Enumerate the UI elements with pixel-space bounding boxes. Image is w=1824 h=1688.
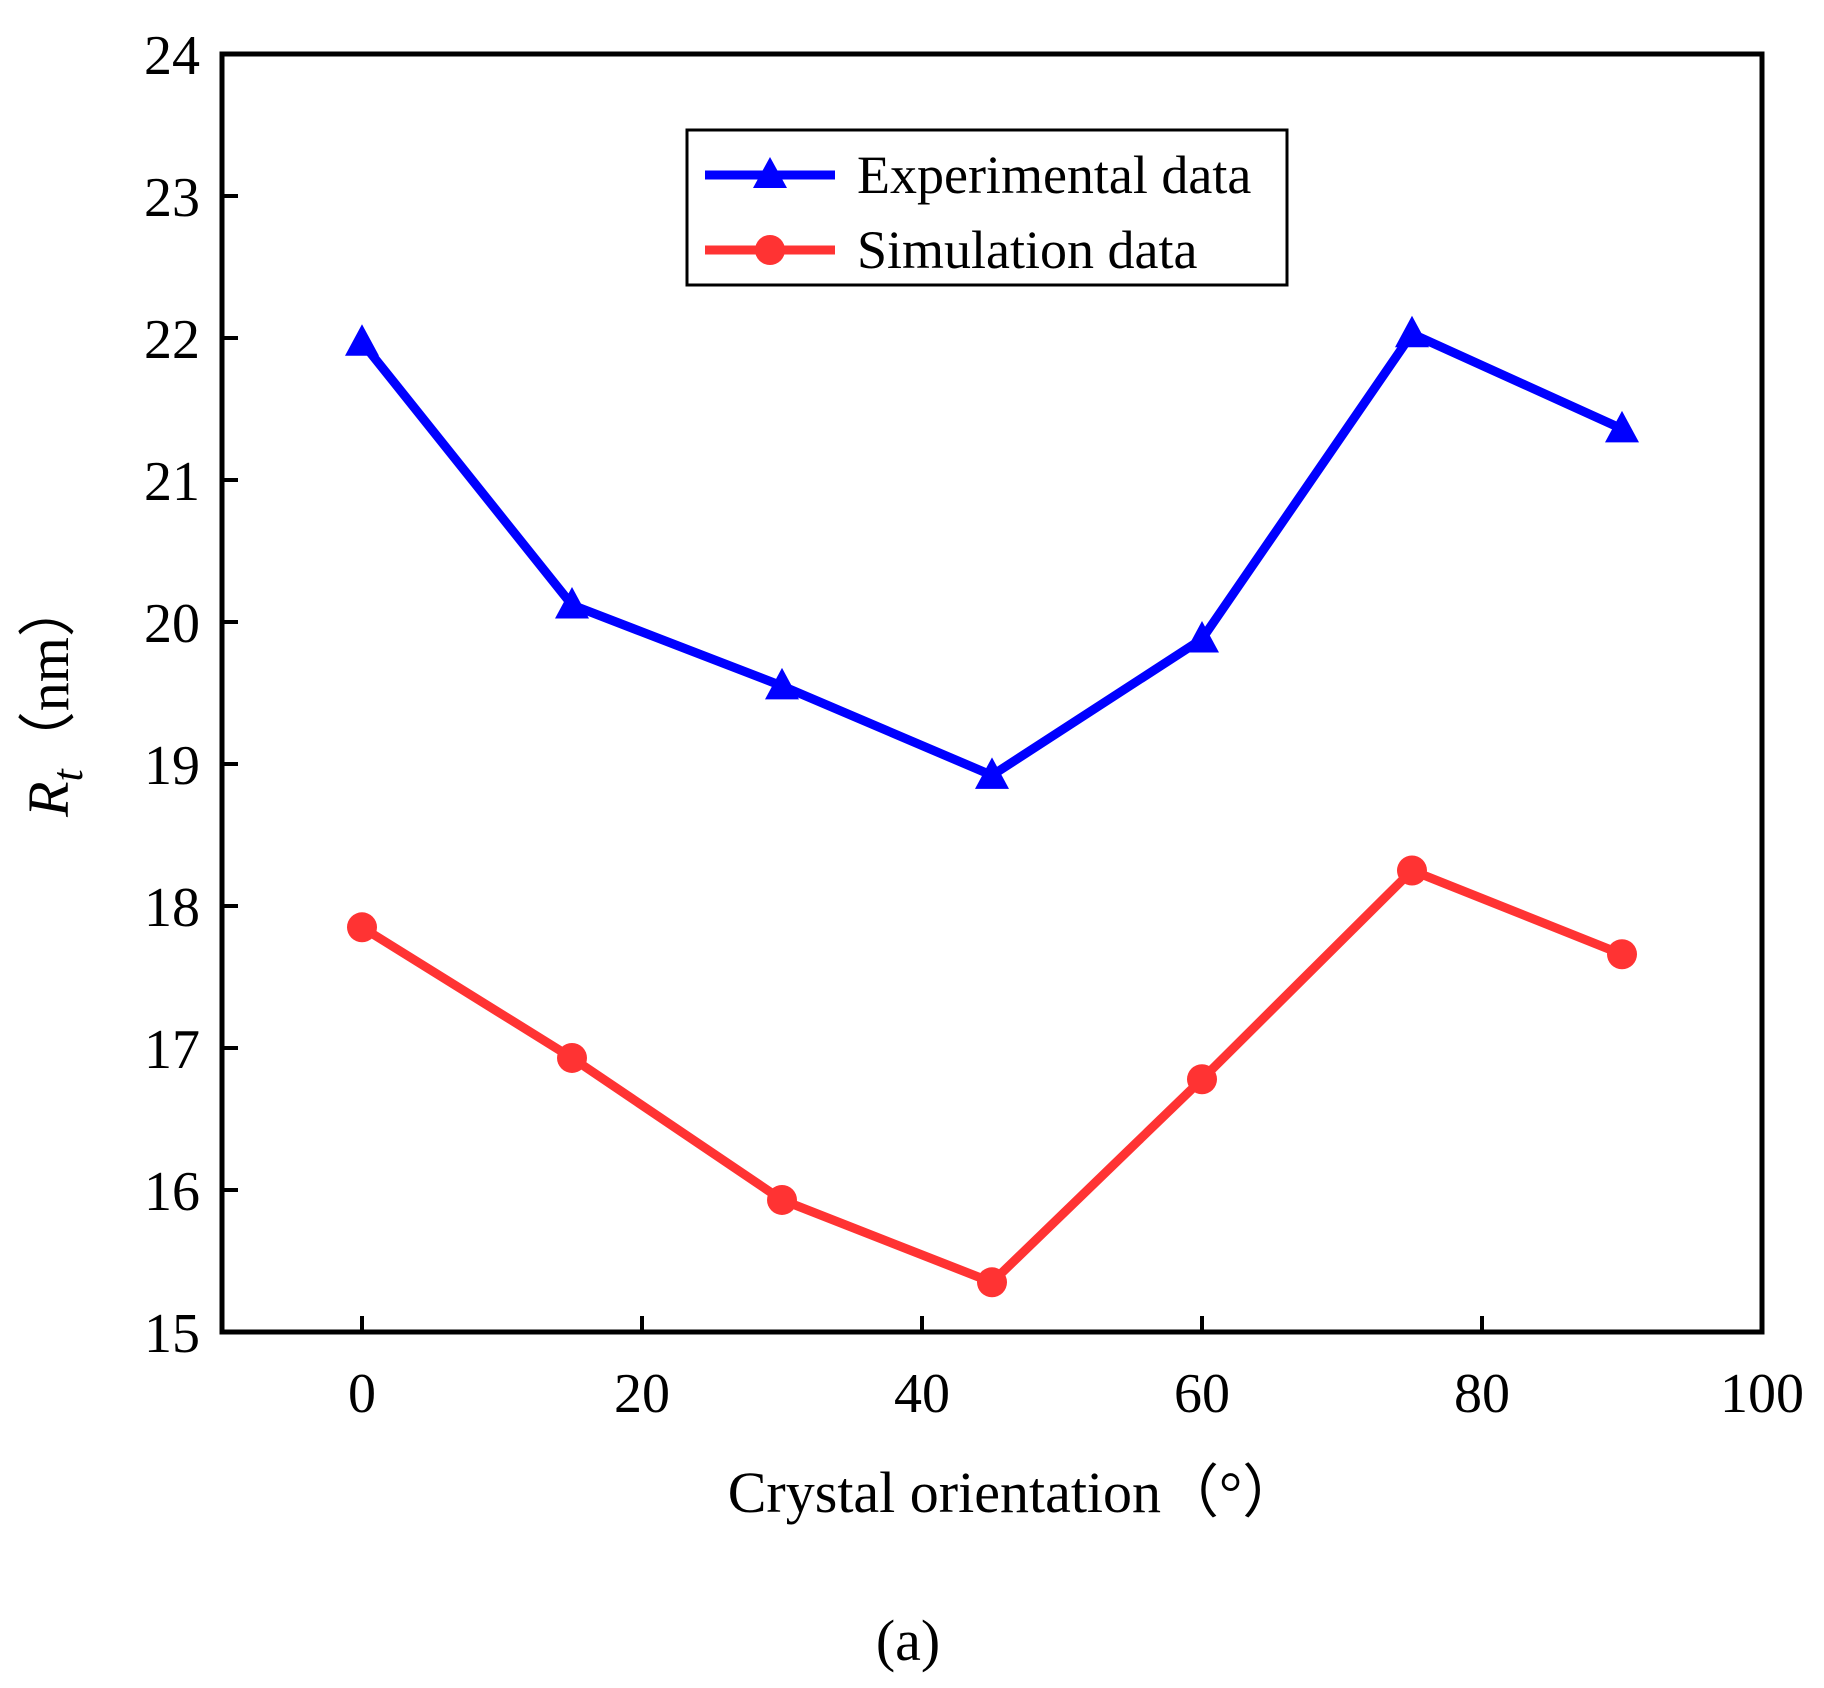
legend-entry: Simulation data [705, 220, 1197, 280]
legend: Experimental data Simulation data [685, 128, 1289, 287]
series-group [345, 315, 1639, 1298]
data-point [1185, 621, 1219, 653]
y-axis-label-symbol: R [16, 781, 81, 817]
svg-text:Rt（nm）: Rt（nm） [16, 579, 92, 818]
legend-entry: Experimental data [705, 145, 1251, 205]
figure-caption: (a) [876, 1608, 940, 1673]
x-axis-label: Crystal orientation（°） [728, 1460, 1301, 1525]
series-experimental [345, 315, 1639, 789]
legend-box [685, 128, 1289, 287]
y-tick-label: 23 [144, 167, 200, 229]
data-point [557, 1042, 587, 1073]
x-tick-label: 0 [348, 1363, 376, 1425]
x-tick-label: 40 [894, 1363, 950, 1425]
series-simulation [347, 855, 1637, 1298]
y-axis-label: Rt（nm） [16, 579, 92, 818]
data-point [345, 324, 379, 356]
x-tick-label: 80 [1454, 1363, 1510, 1425]
series-line [359, 866, 1624, 1287]
legend-marker [753, 157, 787, 188]
data-point [1187, 1064, 1217, 1095]
data-point [1397, 855, 1427, 886]
x-tick-label: 100 [1720, 1363, 1804, 1425]
data-point [767, 1184, 797, 1215]
plot-frame [219, 51, 1765, 1335]
axes: 0 20 40 60 80 100 15 16 17 18 19 20 21 22 23 24 [144, 25, 1804, 1425]
series-line [358, 329, 1624, 780]
legend-label: Simulation data [857, 220, 1197, 280]
y-tick-label: 20 [144, 593, 200, 655]
y-tick-label: 22 [144, 309, 200, 371]
y-tick-label: 24 [144, 25, 200, 87]
data-point [1395, 315, 1429, 348]
legend-label: Experimental data [857, 145, 1251, 205]
y-tick-label: 17 [144, 1019, 200, 1081]
y-tick-label: 18 [144, 877, 200, 939]
legend-marker [755, 235, 785, 265]
y-tick-label: 21 [144, 451, 200, 513]
data-point [555, 586, 589, 619]
data-point [765, 667, 799, 700]
data-point [977, 1267, 1007, 1298]
y-tick-label: 19 [144, 735, 200, 797]
data-point [347, 912, 377, 943]
y-tick-label: 15 [144, 1303, 200, 1365]
data-point [975, 757, 1009, 789]
y-axis-label-subscript: t [43, 767, 92, 781]
data-point [1605, 410, 1639, 443]
x-tick-label: 20 [614, 1363, 670, 1425]
y-tick-label: 16 [144, 1161, 200, 1223]
plot-area [219, 51, 1765, 1335]
x-tick-label: 60 [1174, 1363, 1230, 1425]
data-point [1607, 939, 1637, 970]
y-axis-label-unit: （nm） [16, 579, 81, 769]
